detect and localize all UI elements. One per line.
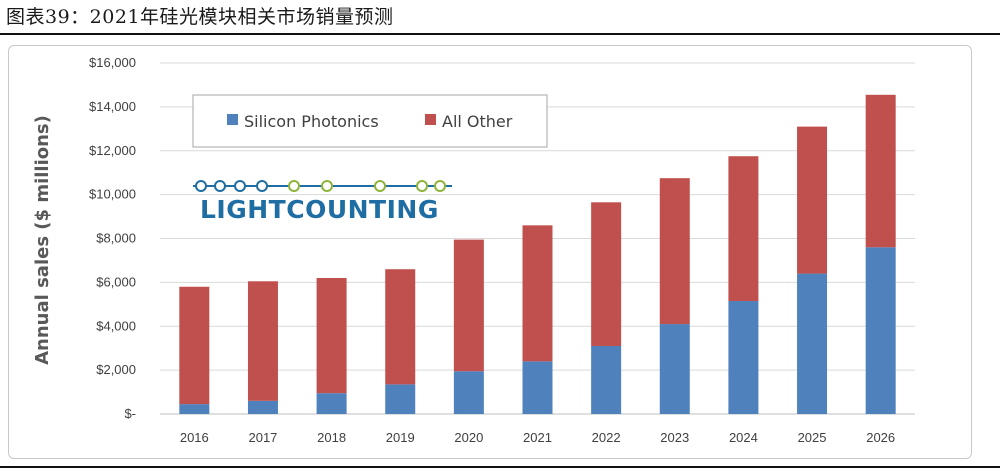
- y-axis-ticks: $- $2,000 $4,000 $6,000 $8,000 $10,000 $12,000…: [89, 55, 136, 421]
- bar-silicon-photonics-2024: [728, 301, 759, 414]
- x-tick-label: 2021: [523, 430, 552, 445]
- logo-chain-node: [195, 180, 207, 192]
- x-axis-ticks: 2016 2017 2018 2019 2020 2021 2022 2023 2024 2025…: [180, 430, 895, 445]
- y-tick-label: $2,000: [96, 362, 136, 377]
- bar-all-other-2019: [385, 269, 416, 385]
- y-tick-label: $14,000: [89, 99, 136, 114]
- x-tick-label: 2025: [798, 430, 827, 445]
- logo-chain-node: [434, 180, 446, 192]
- bar-silicon-photonics-2020: [453, 371, 484, 414]
- logo-wordmark: LIGHTCOUNTING: [200, 195, 439, 224]
- x-tick-label: 2020: [454, 430, 483, 445]
- legend: Silicon Photonics All Other: [192, 94, 548, 148]
- logo-chain-node: [374, 180, 386, 192]
- y-axis-label: Annual sales ($ millions): [32, 115, 53, 365]
- bar-silicon-photonics-2022: [591, 345, 622, 414]
- bar-all-other-2022: [591, 202, 622, 346]
- bar-silicon-photonics-2023: [659, 324, 690, 414]
- x-tick-label: 2017: [248, 430, 277, 445]
- bar-all-other-2016: [179, 286, 210, 405]
- y-tick-label: $12,000: [89, 143, 136, 158]
- bar-all-other-2017: [247, 281, 278, 401]
- y-tick-label: $6,000: [96, 274, 136, 289]
- bar-silicon-photonics-2026: [865, 247, 896, 414]
- legend-swatch-all-other: [425, 114, 436, 125]
- y-tick-label: $-: [124, 406, 136, 421]
- logo-chain-node: [321, 180, 333, 192]
- figure-caption: 图表39：2021年硅光模块相关市场销量预测: [6, 6, 394, 28]
- logo-chain-node: [288, 180, 300, 192]
- top-rule: [0, 33, 1000, 35]
- x-tick-label: 2022: [592, 430, 621, 445]
- y-tick-label: $10,000: [89, 187, 136, 202]
- x-tick-label: 2018: [317, 430, 346, 445]
- bar-silicon-photonics-2017: [247, 400, 278, 414]
- legend-swatch-silicon-photonics: [227, 114, 238, 125]
- bar-silicon-photonics-2016: [179, 404, 210, 414]
- bar-all-other-2023: [659, 178, 690, 325]
- y-tick-label: $4,000: [96, 318, 136, 333]
- y-tick-label: $16,000: [89, 55, 136, 70]
- x-tick-label: 2026: [866, 430, 895, 445]
- logo-chain-node: [416, 180, 428, 192]
- bar-silicon-photonics-2018: [316, 393, 347, 414]
- legend-label-all-other: All Other: [442, 112, 513, 131]
- bar-silicon-photonics-2021: [522, 361, 553, 414]
- x-tick-label: 2024: [729, 430, 758, 445]
- bars: [179, 94, 896, 414]
- bar-all-other-2018: [316, 277, 347, 394]
- logo-chain-node: [214, 180, 226, 192]
- bar-all-other-2020: [453, 239, 484, 372]
- logo-chain-node: [256, 180, 268, 192]
- bar-all-other-2026: [865, 94, 896, 248]
- x-tick-label: 2023: [660, 430, 689, 445]
- lightcounting-logo: LIGHTCOUNTING: [193, 180, 452, 224]
- logo-chain-icon: [195, 180, 446, 192]
- x-tick-label: 2016: [180, 430, 209, 445]
- bar-all-other-2025: [797, 126, 828, 274]
- bar-all-other-2024: [728, 156, 759, 302]
- logo-chain-node: [234, 180, 246, 192]
- bar-silicon-photonics-2025: [797, 273, 828, 414]
- bottom-rule: [0, 466, 1000, 468]
- bar-all-other-2021: [522, 225, 553, 362]
- y-tick-label: $8,000: [96, 231, 136, 246]
- bar-silicon-photonics-2019: [385, 384, 416, 414]
- legend-label-silicon-photonics: Silicon Photonics: [244, 112, 379, 131]
- x-tick-label: 2019: [386, 430, 415, 445]
